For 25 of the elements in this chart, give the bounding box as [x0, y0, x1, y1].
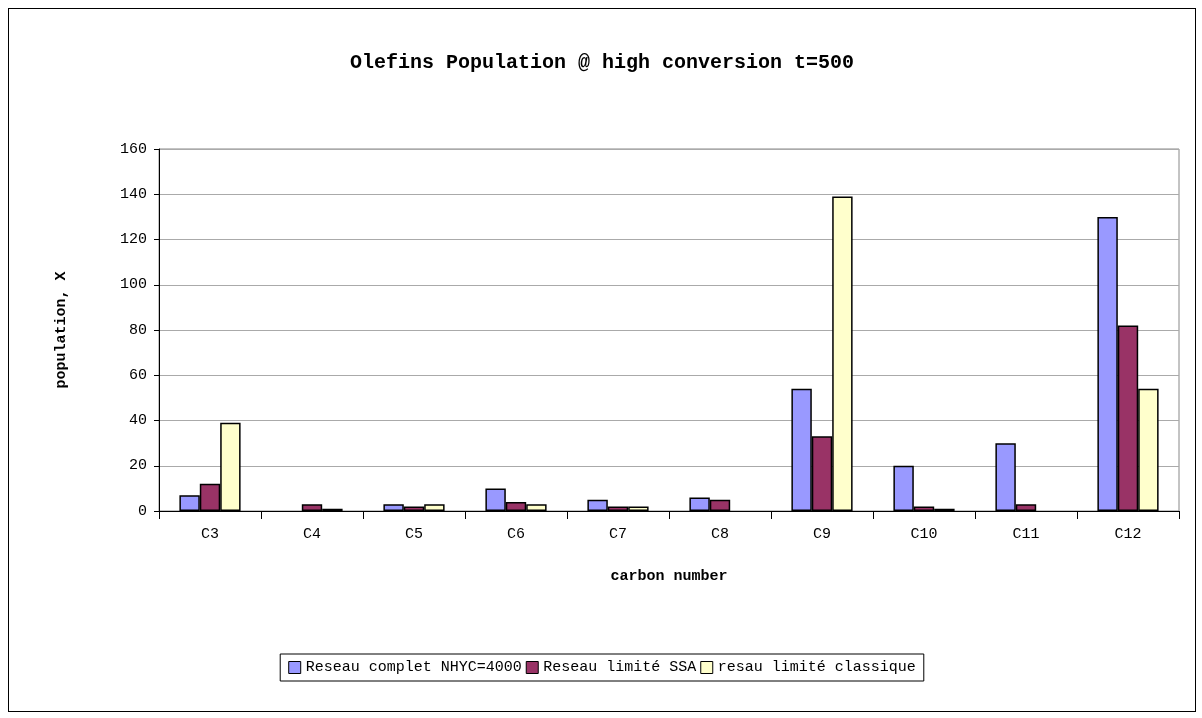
x-tick-label: C10: [910, 526, 938, 543]
y-tick-label: 140: [119, 185, 147, 203]
x-tick-label: C12: [1114, 526, 1142, 543]
y-tick-label: 20: [128, 457, 147, 475]
x-tick-label: C8: [710, 526, 730, 543]
x-tick-label: C3: [200, 526, 220, 543]
legend-label: resau limité classique: [717, 659, 916, 676]
y-tick-label: 160: [119, 140, 147, 158]
legend-label: Reseau limité SSA: [543, 659, 697, 676]
y-tick-label: 0: [137, 502, 147, 520]
y-tick-label: 100: [119, 276, 147, 294]
x-tick-label: C6: [506, 526, 526, 543]
y-tick-label: 40: [128, 412, 147, 429]
legend-label: Reseau complet NHYC=4000: [305, 659, 522, 676]
x-tick-label: C9: [812, 526, 832, 543]
x-tick-label: C11: [1012, 526, 1040, 543]
y-axis-title: population, X: [53, 271, 70, 389]
x-tick-label: C7: [608, 526, 628, 543]
x-axis-title: carbon number: [610, 568, 728, 585]
x-tick-label: C5: [404, 526, 424, 543]
chart-title: Olefins Population @ high conversion t=500: [349, 50, 855, 74]
y-tick-label: 80: [128, 321, 147, 339]
y-tick-label: 120: [119, 231, 147, 248]
x-tick-label: C4: [302, 526, 322, 543]
y-tick-label: 60: [128, 366, 147, 384]
